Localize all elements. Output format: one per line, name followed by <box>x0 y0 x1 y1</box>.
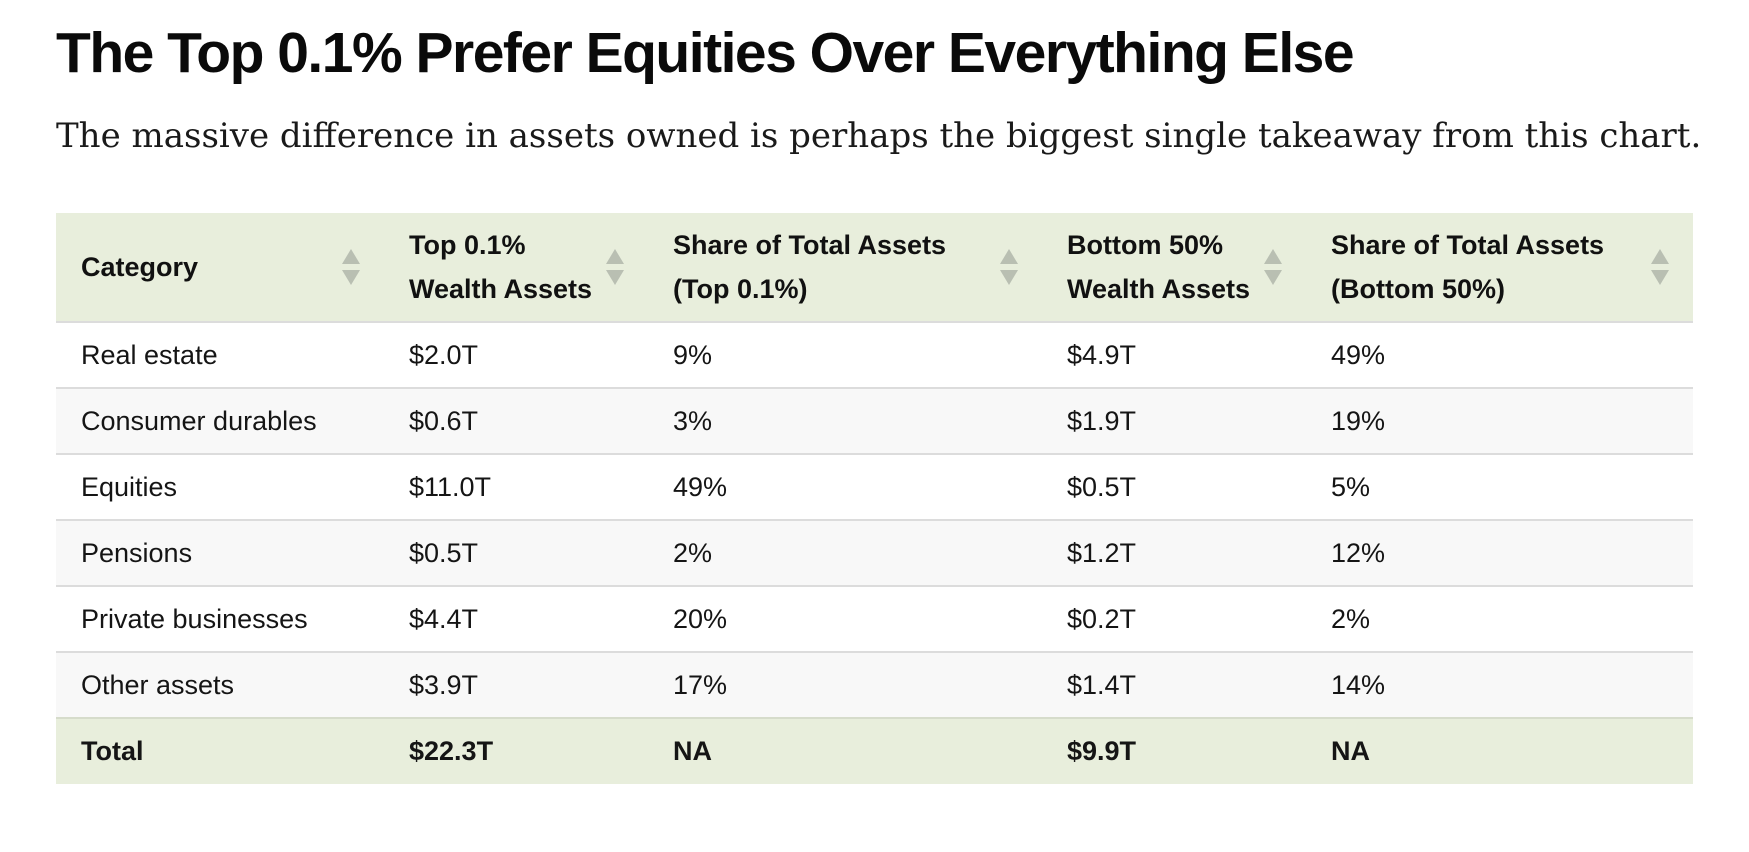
table-row: Pensions $0.5T 2% $1.2T 12% <box>56 519 1693 586</box>
assets-table: Category Top 0.1% Wealth Assets <box>56 213 1693 784</box>
table-header: Category Top 0.1% Wealth Assets <box>56 213 1693 322</box>
cell-bottom-wealth-assets: $1.2T <box>1042 519 1306 586</box>
column-header-label: Share of Total Assets (Bottom 50%) <box>1331 230 1605 304</box>
cell-top-share: 49% <box>648 453 1042 520</box>
sort-up-down-icon[interactable] <box>1000 249 1018 285</box>
cell-category: Pensions <box>56 519 384 586</box>
column-header-label: Bottom 50% Wealth Assets <box>1067 230 1251 304</box>
column-header-bottom-share[interactable]: Share of Total Assets (Bottom 50%) <box>1306 213 1693 322</box>
cell-bottom-share: 2% <box>1306 585 1693 652</box>
cell-top-wealth-assets: $11.0T <box>384 453 648 520</box>
sort-up-down-icon[interactable] <box>342 249 360 285</box>
cell-top-share: 20% <box>648 585 1042 652</box>
cell-category: Equities <box>56 453 384 520</box>
table-row: Equities $11.0T 49% $0.5T 5% <box>56 453 1693 520</box>
column-header-label: Top 0.1% Wealth Assets <box>409 230 593 304</box>
page-title: The Top 0.1% Prefer Equities Over Everyt… <box>56 21 1355 85</box>
total-row: Total $22.3T NA $9.9T NA <box>56 717 1693 784</box>
table-row: Other assets $3.9T 17% $1.4T 14% <box>56 651 1693 718</box>
cell-top-share: 17% <box>648 651 1042 718</box>
column-header-label: Share of Total Assets (Top 0.1%) <box>673 230 947 304</box>
cell-top-share: 2% <box>648 519 1042 586</box>
cell-bottom-share: 12% <box>1306 519 1693 586</box>
column-header-top-share[interactable]: Share of Total Assets (Top 0.1%) <box>648 213 1042 322</box>
column-header-category[interactable]: Category <box>56 213 384 322</box>
cell-top-wealth-assets: $2.0T <box>384 321 648 388</box>
sort-up-down-icon[interactable] <box>1651 249 1669 285</box>
cell-top-wealth-assets: $0.5T <box>384 519 648 586</box>
cell-top-wealth-assets: $0.6T <box>384 387 648 454</box>
cell-bottom-share: 14% <box>1306 651 1693 718</box>
cell-bottom-share: 49% <box>1306 321 1693 388</box>
table-row: Consumer durables $0.6T 3% $1.9T 19% <box>56 387 1693 454</box>
cell-bottom-wealth-assets: $1.4T <box>1042 651 1306 718</box>
cell-top-share: NA <box>648 717 1042 784</box>
cell-category: Consumer durables <box>56 387 384 454</box>
cell-category: Other assets <box>56 651 384 718</box>
cell-category: Total <box>56 717 384 784</box>
sort-up-down-icon[interactable] <box>606 249 624 285</box>
cell-bottom-wealth-assets: $0.5T <box>1042 453 1306 520</box>
table-row: Private businesses $4.4T 20% $0.2T 2% <box>56 585 1693 652</box>
cell-bottom-wealth-assets: $1.9T <box>1042 387 1306 454</box>
header-row: Category Top 0.1% Wealth Assets <box>56 213 1693 322</box>
cell-top-share: 9% <box>648 321 1042 388</box>
cell-top-wealth-assets: $3.9T <box>384 651 648 718</box>
cell-bottom-wealth-assets: $0.2T <box>1042 585 1306 652</box>
cell-top-share: 3% <box>648 387 1042 454</box>
cell-bottom-wealth-assets: $4.9T <box>1042 321 1306 388</box>
column-header-bottom-wealth-assets[interactable]: Bottom 50% Wealth Assets <box>1042 213 1306 322</box>
cell-bottom-share: NA <box>1306 717 1693 784</box>
cell-bottom-wealth-assets: $9.9T <box>1042 717 1306 784</box>
cell-top-wealth-assets: $4.4T <box>384 585 648 652</box>
cell-category: Real estate <box>56 321 384 388</box>
sort-up-down-icon[interactable] <box>1264 249 1282 285</box>
cell-top-wealth-assets: $22.3T <box>384 717 648 784</box>
table-row: Real estate $2.0T 9% $4.9T 49% <box>56 321 1693 388</box>
cell-bottom-share: 19% <box>1306 387 1693 454</box>
cell-category: Private businesses <box>56 585 384 652</box>
cell-bottom-share: 5% <box>1306 453 1693 520</box>
page-subtitle: The massive difference in assets owned i… <box>56 116 1702 156</box>
table-body: Real estate $2.0T 9% $4.9T 49% Consumer … <box>56 321 1693 784</box>
column-header-top-wealth-assets[interactable]: Top 0.1% Wealth Assets <box>384 213 648 322</box>
column-header-label: Category <box>81 252 199 282</box>
